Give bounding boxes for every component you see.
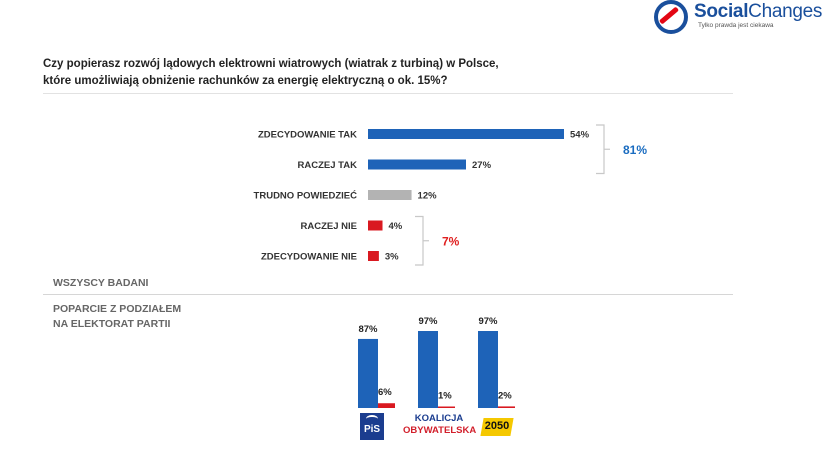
pis-logo-text: PiS [363,424,381,435]
value-label-oppose: 2% [498,390,512,401]
ko-logo-line2: OBYWATELSKA [403,425,477,436]
pis-logo: PiS [360,413,384,440]
bar-oppose [378,403,395,408]
brand-name-bold: Social [694,1,749,22]
eagle-icon [366,415,378,423]
socialchanges-logo: SocialChanges Tylko prawda jest ciekawa [652,0,840,34]
value-label: 4% [389,221,403,232]
section-label-party-line1: POPARCIE Z PODZIAŁEM [53,303,182,315]
category-label: RACZEJ NIE [301,221,357,232]
section-label-party: POPARCIE Z PODZIAŁEM NA ELEKTORAT PARTII [53,302,181,332]
bar [368,220,383,231]
question-divider [43,93,733,94]
bar [368,251,379,261]
brand-name-light: Changes [748,1,823,22]
bar-oppose [498,406,515,408]
value-label: 12% [418,191,438,202]
no-entry-icon [654,0,688,34]
polska-2050-logo: 2050 [480,414,514,440]
question-line-2: które umożliwiają obniżenie rachunków za… [43,75,448,87]
section-label-all: WSZYSCY BADANI [53,277,149,289]
group-total-label: 7% [442,234,460,248]
ko-logo: KOALICJA OBYWATELSKA [403,413,477,437]
value-label-support: 87% [358,324,378,335]
category-label: RACZEJ TAK [298,160,358,171]
ko-logo-line1: KOALICJA [414,413,464,424]
brand-tagline: Tylko prawda jest ciekawa [698,22,774,29]
category-label: TRUDNO POWIEDZIEĆ [254,190,358,202]
section-label-party-line2: NA ELEKTORAT PARTII [53,318,171,330]
section-divider [43,294,733,295]
bar-support [358,338,378,408]
value-label-oppose: 1% [438,391,452,402]
bar [368,159,466,170]
value-label: 54% [570,130,590,141]
bar-support [478,331,498,408]
value-label-support: 97% [418,316,438,327]
bar [368,190,412,200]
bar-support [418,331,438,408]
survey-question: Czy popierasz rozwój lądowych elektrowni… [43,56,603,90]
value-label: 27% [472,160,492,171]
category-label: ZDECYDOWANIE TAK [258,130,357,141]
question-line-1: Czy popierasz rozwój lądowych elektrowni… [43,58,499,70]
p2050-logo-text: 2050 [484,420,510,432]
bar [368,129,564,139]
value-label: 3% [385,252,399,263]
brand-name: SocialChanges [694,1,822,23]
value-label-support: 97% [478,316,498,327]
category-label: ZDECYDOWANIE NIE [261,252,357,263]
value-label-oppose: 6% [378,387,392,398]
bar-oppose [438,406,455,408]
group-total-label: 81% [623,143,647,157]
